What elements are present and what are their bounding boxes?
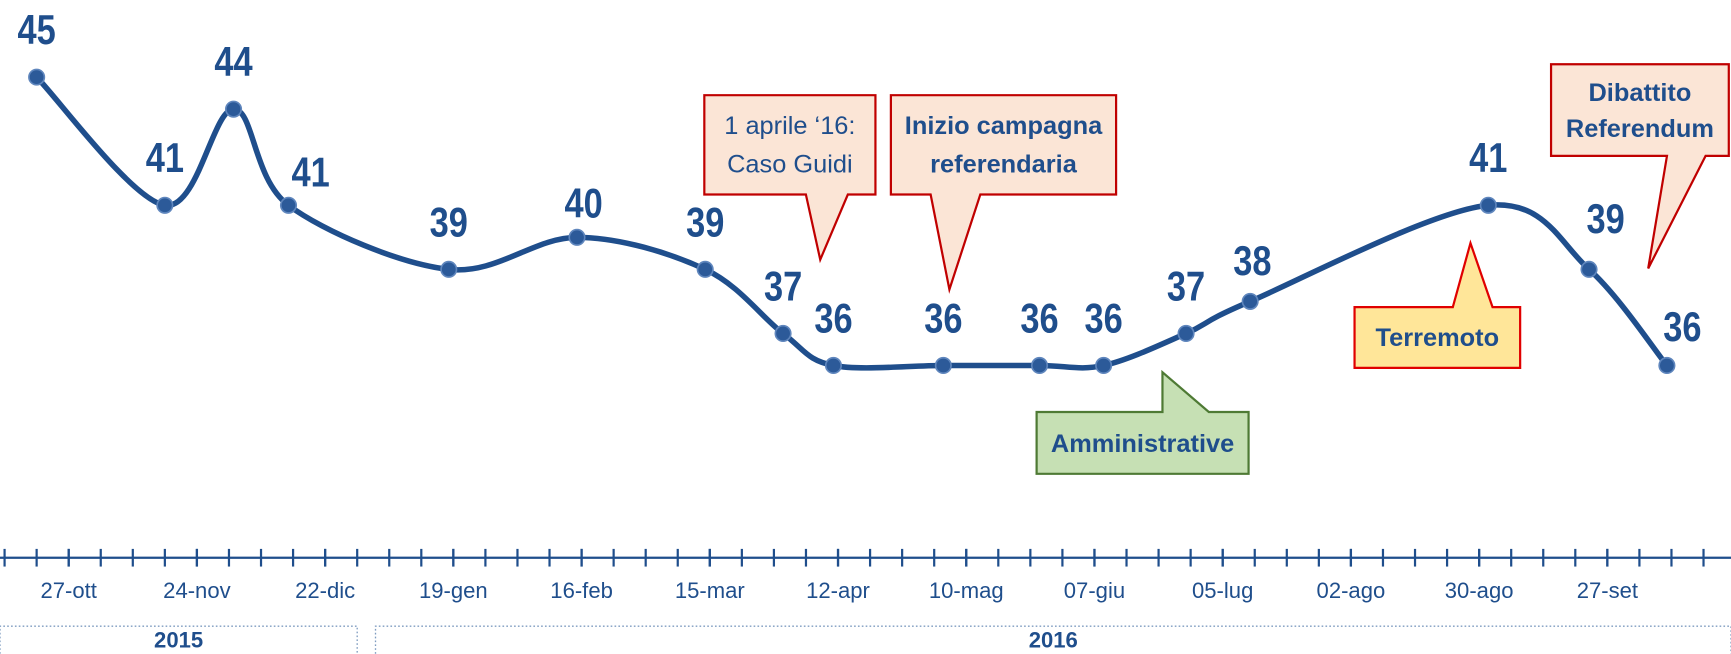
- value-label: 39: [1586, 196, 1624, 243]
- x-tick-label: 15-mar: [675, 578, 745, 603]
- point: [1479, 196, 1497, 214]
- value-label: 36: [1020, 295, 1058, 342]
- value-label: 36: [924, 295, 962, 342]
- point: [28, 68, 46, 86]
- value-label: 41: [291, 149, 329, 196]
- x-tick-label: 27-set: [1577, 578, 1638, 603]
- x-tick-label: 24-nov: [163, 578, 230, 603]
- x-tick-label: 30-ago: [1445, 578, 1514, 603]
- value-label: 45: [18, 7, 56, 54]
- callout-text: Referendum: [1566, 115, 1714, 143]
- callout: [703, 94, 877, 264]
- year-band: [0, 625, 358, 654]
- value-label: 36: [1084, 295, 1122, 342]
- value-label: 36: [1663, 304, 1701, 351]
- value-label: 37: [764, 263, 802, 310]
- value-label: 37: [1167, 263, 1205, 310]
- point: [1658, 356, 1676, 375]
- value-label: 41: [1469, 135, 1507, 182]
- year-label: 2015: [154, 627, 203, 652]
- year-label: 2016: [1029, 627, 1078, 652]
- value-label: 39: [686, 199, 724, 246]
- callout-text: 1 aprile ‘16:: [724, 112, 855, 140]
- point: [1030, 356, 1049, 375]
- point: [824, 356, 843, 375]
- x-tick-label: 22-dic: [295, 578, 355, 603]
- callout: [889, 94, 1118, 294]
- value-label: 36: [814, 295, 852, 342]
- x-tick-label: 05-lug: [1192, 578, 1253, 603]
- value-label: 39: [430, 199, 468, 246]
- point: [156, 196, 174, 214]
- point: [774, 324, 792, 343]
- point: [1177, 324, 1195, 343]
- callout-text: Amministrative: [1051, 430, 1234, 458]
- x-tick-label: 10-mag: [929, 578, 1004, 603]
- point: [1241, 292, 1259, 310]
- point: [934, 356, 952, 375]
- callout: [1035, 369, 1250, 475]
- x-tick-label: 02-ago: [1317, 578, 1386, 603]
- x-tick-label: 27-ott: [40, 578, 96, 603]
- x-tick-label: 12-apr: [806, 578, 870, 603]
- callout-text: Terremoto: [1376, 324, 1500, 352]
- callout: [1549, 63, 1730, 269]
- callout-text: Dibattito: [1588, 79, 1691, 107]
- point: [1580, 260, 1598, 278]
- x-tick-label: 19-gen: [419, 578, 488, 603]
- point: [696, 260, 714, 278]
- value-label: 44: [214, 39, 253, 86]
- point: [224, 100, 243, 118]
- point: [1095, 356, 1113, 375]
- value-label: 38: [1233, 238, 1271, 285]
- callout: [1353, 239, 1522, 369]
- value-label: 40: [564, 180, 602, 227]
- x-tick-label: 16-feb: [550, 578, 613, 603]
- callout-text: Inizio campagna: [905, 112, 1103, 140]
- point: [279, 196, 298, 214]
- x-tick-label: 07-giu: [1064, 578, 1125, 603]
- value-label: 41: [146, 135, 184, 182]
- point: [440, 260, 458, 278]
- callout-text: Caso Guidi: [727, 151, 853, 179]
- line: [34, 75, 1670, 371]
- point: [568, 228, 586, 246]
- callout-text: referendaria: [930, 151, 1078, 179]
